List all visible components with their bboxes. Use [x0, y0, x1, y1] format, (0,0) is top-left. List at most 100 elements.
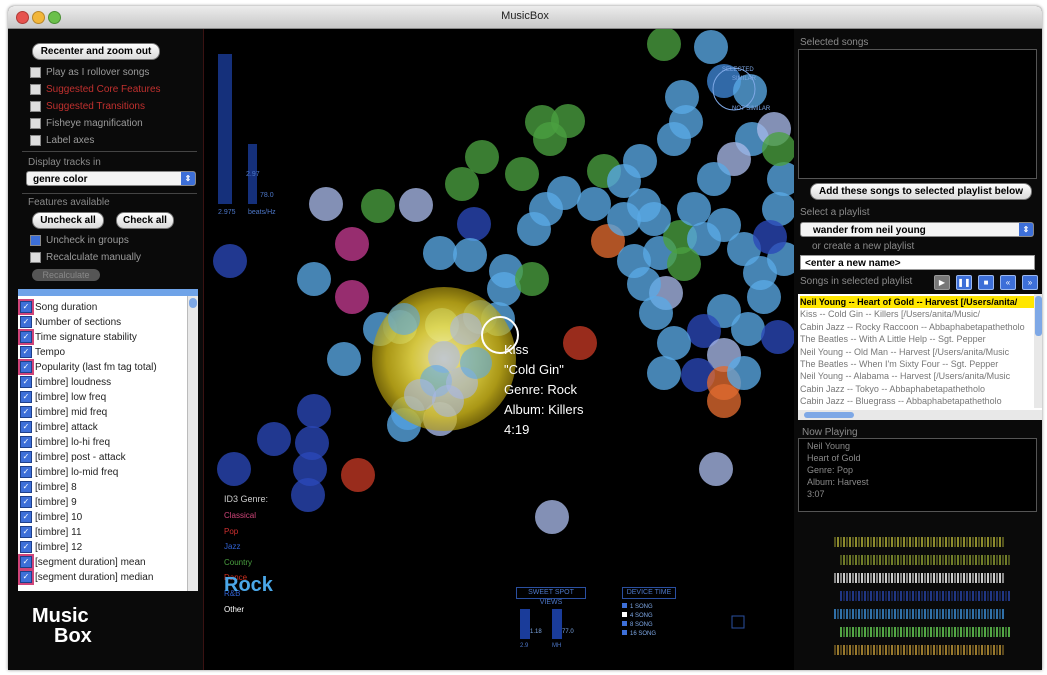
scroll-thumb[interactable]: [1035, 296, 1042, 336]
song-bubble[interactable]: [657, 326, 691, 360]
song-bubble[interactable]: [647, 29, 681, 61]
song-bubble[interactable]: [762, 192, 794, 226]
song-bubble[interactable]: [489, 254, 523, 288]
song-bubble[interactable]: [327, 342, 361, 376]
playlist-songs-list[interactable]: Neil Young -- Heart of Gold -- Harvest […: [798, 294, 1042, 420]
recalculate-button[interactable]: Recalculate: [32, 269, 100, 281]
song-bubble[interactable]: [747, 280, 781, 314]
checkbox-box[interactable]: [30, 101, 41, 112]
song-bubble[interactable]: [707, 208, 741, 242]
song-bubble[interactable]: [607, 202, 641, 236]
song-bubble[interactable]: [505, 157, 539, 191]
song-bubble[interactable]: [295, 426, 329, 460]
display-tracks-select[interactable]: genre color ⇕: [26, 171, 196, 186]
checkmark-icon[interactable]: ✓: [18, 329, 34, 346]
playlist-song-row[interactable]: Kiss -- Cold Gin -- Killers [/Users/anit…: [800, 309, 981, 320]
song-bubble[interactable]: [535, 500, 569, 534]
feature-item[interactable]: ✓ [timbre] lo-hi freq: [20, 435, 110, 450]
checkmark-icon[interactable]: ✓: [20, 316, 32, 329]
song-bubble[interactable]: [762, 132, 794, 166]
checkmark-icon[interactable]: ✓: [20, 346, 32, 359]
uncheck-all-button[interactable]: Uncheck all: [32, 212, 104, 229]
fisheye-checkbox[interactable]: Fisheye magnification: [30, 118, 143, 130]
feature-item[interactable]: ✓ [timbre] 12: [20, 540, 82, 555]
song-bubble[interactable]: [293, 452, 327, 486]
feature-item[interactable]: ✓ [timbre] 10: [20, 510, 82, 525]
song-bubble[interactable]: [707, 384, 741, 418]
genre-legend-item[interactable]: Country: [224, 557, 253, 567]
song-bubble[interactable]: [761, 320, 794, 354]
checkmark-icon[interactable]: ✓: [20, 526, 32, 539]
playlist-song-row[interactable]: Cabin Jazz -- Bluegrass -- Abbaphabetapa…: [800, 396, 1002, 407]
playlist-song-row[interactable]: Neil Young -- Old Man -- Harvest [/Users…: [800, 346, 1010, 357]
checkmark-icon[interactable]: ✓: [20, 481, 32, 494]
checkbox-box[interactable]: [30, 135, 41, 146]
song-bubble[interactable]: [681, 358, 715, 392]
song-bubble[interactable]: [699, 452, 733, 486]
feature-list-scrollbar[interactable]: [187, 296, 198, 591]
checkmark-icon[interactable]: ✓: [18, 569, 34, 586]
checkbox-box[interactable]: [30, 67, 41, 78]
song-bubble[interactable]: [445, 167, 479, 201]
feature-item[interactable]: ✓ [timbre] 8: [20, 480, 77, 495]
stop-icon[interactable]: ■: [978, 275, 994, 290]
song-bubble[interactable]: [731, 312, 765, 346]
song-bubble[interactable]: [309, 187, 343, 221]
scroll-thumb[interactable]: [804, 412, 854, 418]
checkmark-icon[interactable]: ✓: [18, 299, 34, 316]
song-bubble[interactable]: [627, 267, 661, 301]
feature-item[interactable]: ✓ [timbre] attack: [20, 420, 98, 435]
checkmark-icon[interactable]: ✓: [18, 554, 34, 571]
feature-item[interactable]: ✓ Song duration: [18, 299, 97, 316]
selected-songs-list[interactable]: [798, 49, 1037, 179]
song-bubble[interactable]: [335, 280, 369, 314]
song-bubble[interactable]: [547, 176, 581, 210]
feature-item[interactable]: ✓ [timbre] low freq: [20, 390, 106, 405]
zoom-window-button[interactable]: [48, 11, 61, 24]
checkbox-box[interactable]: [30, 118, 41, 129]
playlist-select[interactable]: wander from neil young ⇕: [800, 222, 1034, 237]
checkmark-icon[interactable]: ✓: [20, 511, 32, 524]
song-bubble[interactable]: [669, 105, 703, 139]
song-bubble[interactable]: [361, 189, 395, 223]
genre-legend-item[interactable]: Pop: [224, 526, 239, 536]
song-bubble[interactable]: [647, 356, 681, 390]
feature-item[interactable]: ✓ [timbre] loudness: [20, 375, 111, 390]
song-bubble[interactable]: [213, 244, 247, 278]
song-bubble[interactable]: [465, 140, 499, 174]
playlist-song-row[interactable]: Cabin Jazz -- Tokyo -- Abbaphabetapathet…: [800, 383, 985, 394]
checkmark-icon[interactable]: ✓: [20, 466, 32, 479]
play-rollover-checkbox[interactable]: Play as I rollover songs: [30, 67, 149, 79]
song-bubble[interactable]: [677, 192, 711, 226]
feature-item[interactable]: ✓ [segment duration] mean: [18, 554, 146, 571]
checkmark-icon[interactable]: ✓: [20, 541, 32, 554]
song-bubble[interactable]: [457, 207, 491, 241]
song-bubble[interactable]: [432, 385, 464, 417]
song-bubble[interactable]: [665, 80, 699, 114]
song-bubble[interactable]: [335, 227, 369, 261]
song-bubble[interactable]: [727, 356, 761, 390]
feature-item[interactable]: ✓ [segment duration] median: [18, 569, 153, 586]
recalculate-manually-checkbox[interactable]: Recalculate manually: [30, 252, 141, 264]
song-bubble[interactable]: [694, 30, 728, 64]
checkmark-icon[interactable]: ✓: [20, 391, 32, 404]
checkmark-icon[interactable]: ✓: [20, 421, 32, 434]
song-bubble[interactable]: [533, 122, 567, 156]
checkmark-icon[interactable]: ✓: [20, 376, 32, 389]
song-bubble[interactable]: [515, 262, 549, 296]
add-to-playlist-button[interactable]: Add these songs to selected playlist bel…: [810, 183, 1032, 200]
rewind-icon[interactable]: «: [1000, 275, 1016, 290]
song-bubble[interactable]: [623, 144, 657, 178]
song-bubble[interactable]: [217, 452, 251, 486]
song-bubble[interactable]: [450, 313, 482, 345]
transitions-checkbox[interactable]: Suggested Transitions: [30, 101, 145, 113]
song-bubble[interactable]: [667, 247, 701, 281]
check-all-button[interactable]: Check all: [116, 212, 174, 229]
checkbox-box[interactable]: [30, 84, 41, 95]
song-bubble[interactable]: [423, 236, 457, 270]
genre-legend-item[interactable]: Dance: [224, 573, 248, 583]
feature-item[interactable]: ✓ [timbre] lo-mid freq: [20, 465, 118, 480]
playlist-song-row[interactable]: The Beatles -- With A Little Help -- Sgt…: [800, 334, 986, 345]
playlist-song-row[interactable]: The Beatles -- When I'm Sixty Four -- Sg…: [800, 359, 999, 369]
genre-legend-item[interactable]: R&B: [224, 589, 241, 598]
